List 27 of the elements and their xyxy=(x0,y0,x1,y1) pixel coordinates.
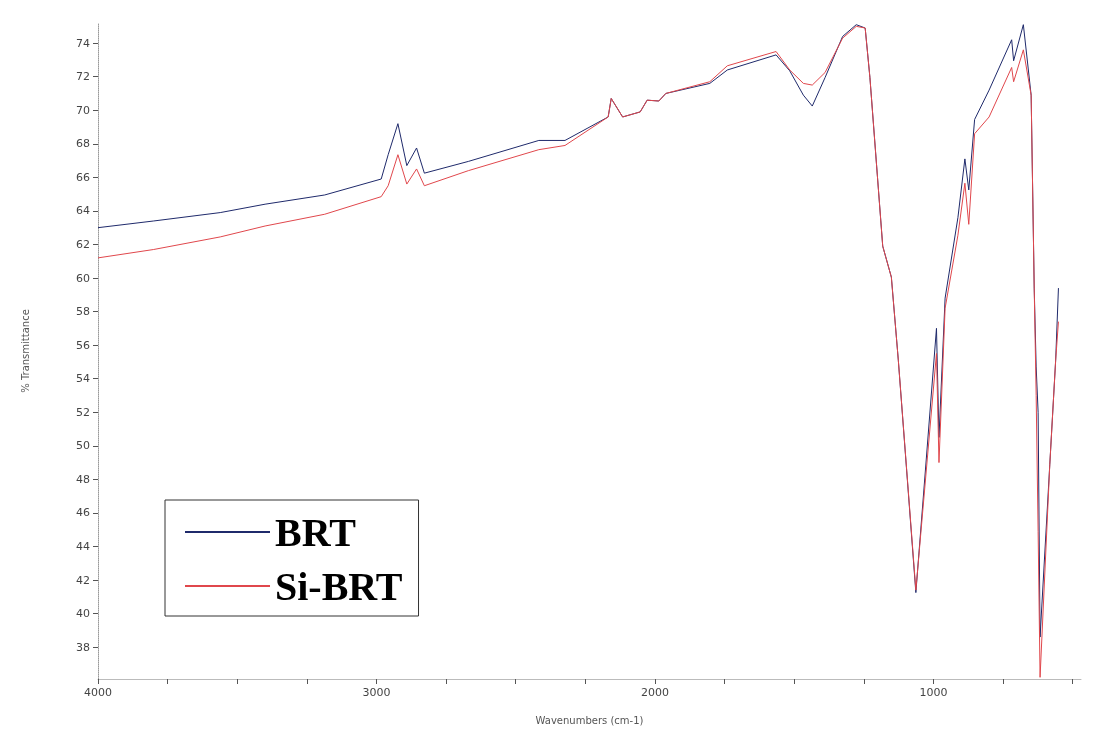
y-tick-label: 44 xyxy=(76,539,90,553)
y-tick-label: 50 xyxy=(76,439,90,453)
y-tick-label: 60 xyxy=(76,271,90,285)
legend-label: Si-BRT xyxy=(275,563,403,609)
y-tick-label: 72 xyxy=(76,70,90,84)
y-tick-label: 40 xyxy=(76,607,90,621)
legend-label: BRT xyxy=(275,509,357,555)
y-tick-label: 68 xyxy=(76,137,90,151)
y-tick-label: 52 xyxy=(76,405,90,419)
y-tick-label: 48 xyxy=(76,472,90,486)
x-tick-label: 4000 xyxy=(84,686,112,699)
x-tick-label: 3000 xyxy=(362,686,391,699)
x-axis-title: Wavenumbers (cm-1) xyxy=(535,714,644,726)
y-tick-label: 38 xyxy=(76,640,90,654)
y-tick-label: 66 xyxy=(76,170,90,184)
y-tick-label: 62 xyxy=(76,237,90,251)
y-tick-label: 54 xyxy=(76,372,90,386)
y-tick-label: 42 xyxy=(76,573,90,587)
y-tick-label: 56 xyxy=(76,338,90,352)
y-axis-title: % Transmittance xyxy=(19,309,31,393)
y-tick-label: 64 xyxy=(76,204,90,218)
x-tick-label: 2000 xyxy=(640,686,669,699)
x-tick-label: 1000 xyxy=(919,686,948,699)
y-tick-label: 46 xyxy=(76,506,90,520)
y-tick-label: 74 xyxy=(76,36,90,50)
y-tick-label: 70 xyxy=(76,103,90,117)
y-tick-label: 58 xyxy=(76,305,90,319)
